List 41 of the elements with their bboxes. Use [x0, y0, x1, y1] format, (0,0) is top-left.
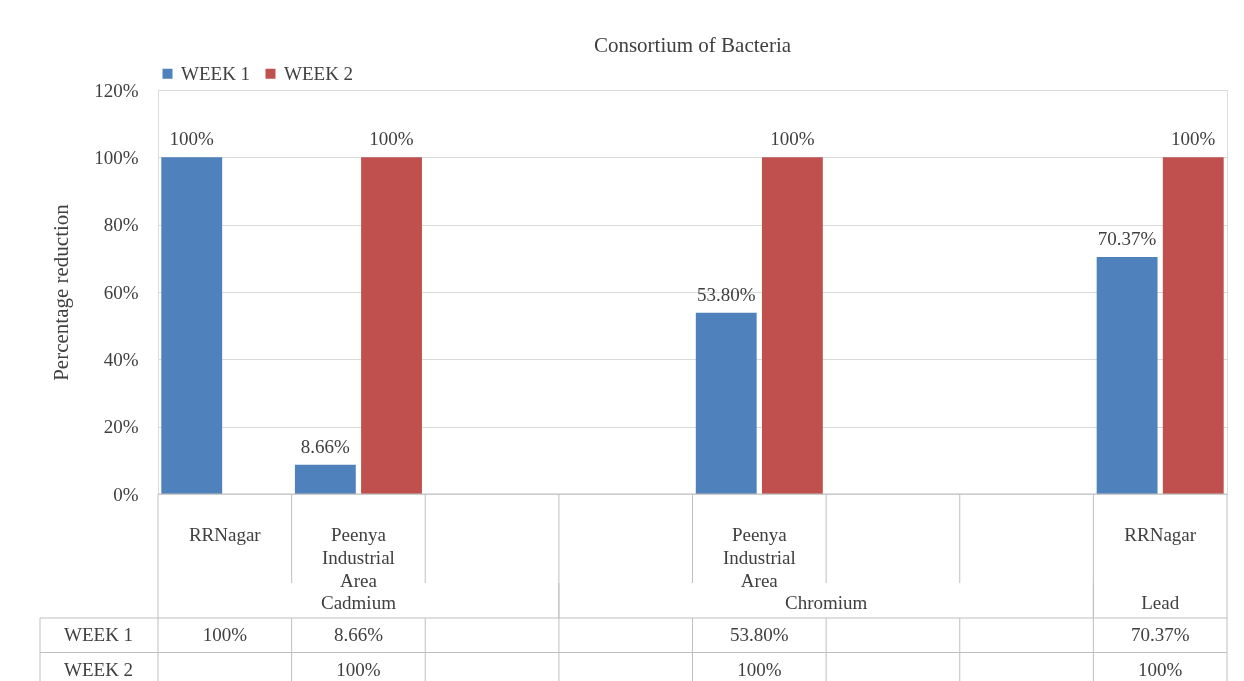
text: 70.37% [1097, 228, 1157, 250]
bar [1162, 157, 1224, 494]
text: 53.80% [696, 283, 756, 305]
text: 100% [770, 128, 815, 150]
y-tick-label: 80% [103, 214, 139, 236]
y-tick-label: 120% [94, 79, 139, 101]
text: 8.66% [300, 435, 350, 457]
text: Chromium [784, 591, 868, 613]
y-tick-label: 20% [103, 416, 139, 438]
x-tick-label: RRNagar [1124, 523, 1197, 545]
data-label: 8.66% [333, 624, 384, 646]
y-tick-label: 0% [113, 483, 139, 505]
text: WEEK 1 [64, 624, 134, 646]
y-axis-title: Percentage reduction [49, 203, 74, 381]
y-tick-label: 60% [103, 281, 139, 303]
bar [695, 312, 757, 494]
data-label: 100% [1138, 658, 1183, 680]
text: 100% [369, 128, 414, 150]
bar [761, 157, 823, 494]
y-tick-label: 40% [103, 348, 139, 370]
bar [1096, 257, 1158, 494]
text: Cadmium [320, 591, 397, 613]
data-label: 100% [737, 658, 782, 680]
text: 100% [169, 128, 214, 150]
data-label: 100% [202, 624, 248, 646]
x-tick-label: RRNagar [188, 523, 262, 545]
bar [161, 157, 223, 494]
text: Lead [1141, 591, 1180, 613]
x-tick-label: Peenya Industrial Area [322, 523, 395, 591]
text: WEEK 2 [64, 658, 134, 680]
bar [361, 157, 422, 494]
chart-title: Consortium of Bacteria [593, 33, 792, 57]
legend-label: WEEK 2 [284, 62, 354, 84]
text: 100% [1171, 128, 1216, 150]
x-tick-label: Peenya Industrial Area [722, 523, 796, 591]
legend-label: WEEK 1 [181, 62, 251, 84]
y-tick-label: 100% [94, 146, 139, 168]
data-label: 100% [336, 658, 381, 680]
data-label: 53.80% [730, 624, 789, 646]
data-label: 70.37% [1130, 624, 1190, 646]
bar [294, 464, 356, 494]
